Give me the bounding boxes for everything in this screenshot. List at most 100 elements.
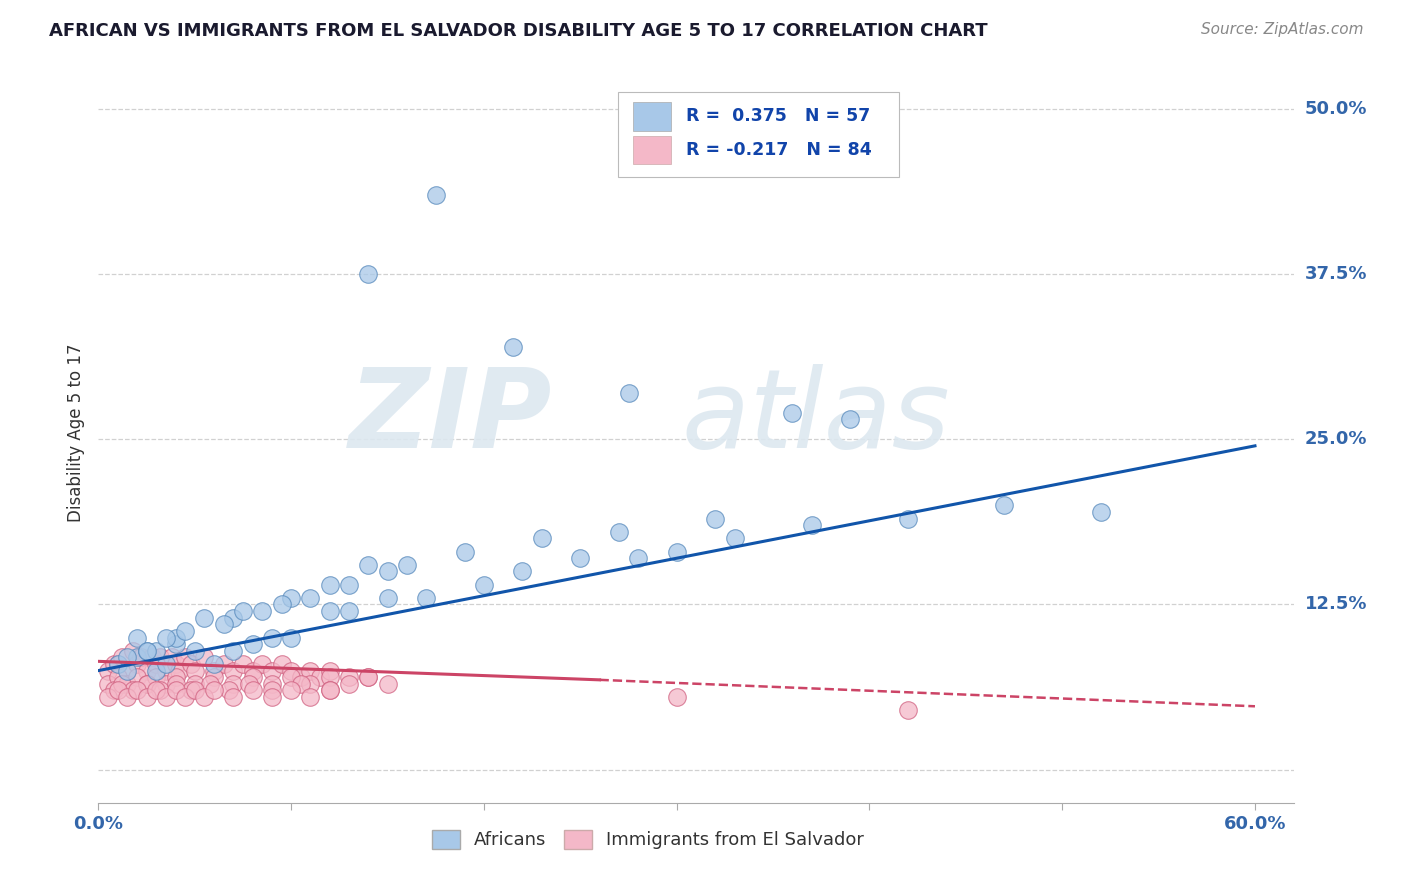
Point	[800, 518, 823, 533]
Y-axis label: Disability Age 5 to 17: Disability Age 5 to 17	[66, 343, 84, 522]
Point	[149, 683, 172, 698]
Bar	[619, 92, 900, 178]
Point	[337, 677, 360, 691]
Point	[117, 677, 139, 691]
Point	[270, 598, 292, 612]
Point	[222, 677, 245, 691]
Point	[299, 690, 322, 704]
Point	[232, 657, 254, 671]
Point	[453, 544, 475, 558]
Point	[135, 664, 157, 678]
Point	[149, 650, 172, 665]
Point	[184, 644, 207, 658]
Point	[135, 690, 157, 704]
Point	[280, 591, 302, 605]
Point	[319, 683, 342, 698]
Point	[260, 683, 283, 698]
Point	[184, 664, 207, 678]
Point	[280, 664, 302, 678]
Point	[122, 644, 145, 658]
Point	[897, 703, 920, 717]
Point	[337, 670, 360, 684]
Point	[607, 524, 630, 539]
Text: 12.5%: 12.5%	[1305, 596, 1367, 614]
Point	[184, 683, 207, 698]
Text: 37.5%: 37.5%	[1305, 265, 1367, 283]
Point	[97, 690, 120, 704]
Point	[627, 551, 650, 566]
Point	[165, 677, 187, 691]
Point	[212, 657, 235, 671]
Point	[135, 677, 157, 691]
Text: R = -0.217   N = 84: R = -0.217 N = 84	[686, 141, 872, 159]
Point	[377, 591, 399, 605]
Point	[723, 532, 745, 546]
Point	[260, 631, 283, 645]
Point	[357, 670, 380, 684]
Point	[103, 683, 125, 698]
Point	[125, 650, 148, 665]
Point	[155, 657, 177, 671]
Point	[125, 657, 148, 671]
Point	[97, 664, 120, 678]
Point	[232, 604, 254, 618]
Point	[165, 683, 187, 698]
Point	[110, 677, 132, 691]
Point	[238, 677, 260, 691]
Point	[665, 690, 688, 704]
Text: R =  0.375   N = 57: R = 0.375 N = 57	[686, 108, 870, 126]
Point	[299, 664, 322, 678]
Point	[169, 664, 191, 678]
Point	[117, 664, 139, 678]
Point	[125, 670, 148, 684]
Point	[135, 644, 157, 658]
Point	[357, 670, 380, 684]
Point	[125, 683, 148, 698]
Point	[357, 558, 380, 572]
Point	[165, 657, 187, 671]
Point	[107, 670, 129, 684]
Point	[117, 690, 139, 704]
Point	[107, 657, 129, 671]
Legend: Africans, Immigrants from El Salvador: Africans, Immigrants from El Salvador	[425, 823, 872, 856]
Point	[155, 664, 177, 678]
Point	[141, 650, 163, 665]
Point	[337, 604, 360, 618]
Point	[377, 565, 399, 579]
Point	[280, 670, 302, 684]
Point	[193, 690, 215, 704]
Point	[337, 577, 360, 591]
Point	[530, 532, 553, 546]
Point	[174, 650, 197, 665]
Point	[160, 650, 183, 665]
Point	[202, 664, 225, 678]
Point	[200, 677, 222, 691]
Point	[165, 631, 187, 645]
Point	[212, 617, 235, 632]
Point	[242, 664, 264, 678]
Point	[180, 657, 202, 671]
Point	[180, 683, 202, 698]
Point	[319, 604, 342, 618]
Point	[299, 591, 322, 605]
Point	[155, 690, 177, 704]
Point	[290, 677, 312, 691]
Point	[897, 511, 920, 525]
Point	[839, 412, 862, 426]
Point	[425, 187, 447, 202]
Text: 25.0%: 25.0%	[1305, 430, 1367, 449]
Point	[107, 657, 129, 671]
Point	[97, 677, 120, 691]
Point	[222, 611, 245, 625]
Text: atlas: atlas	[681, 364, 950, 471]
Point	[145, 683, 167, 698]
Point	[117, 664, 139, 678]
Point	[218, 683, 240, 698]
Point	[165, 670, 187, 684]
Bar	[633, 103, 671, 130]
Point	[103, 657, 125, 671]
Point	[155, 631, 177, 645]
Point	[252, 604, 274, 618]
Point	[122, 683, 145, 698]
Point	[165, 637, 187, 651]
